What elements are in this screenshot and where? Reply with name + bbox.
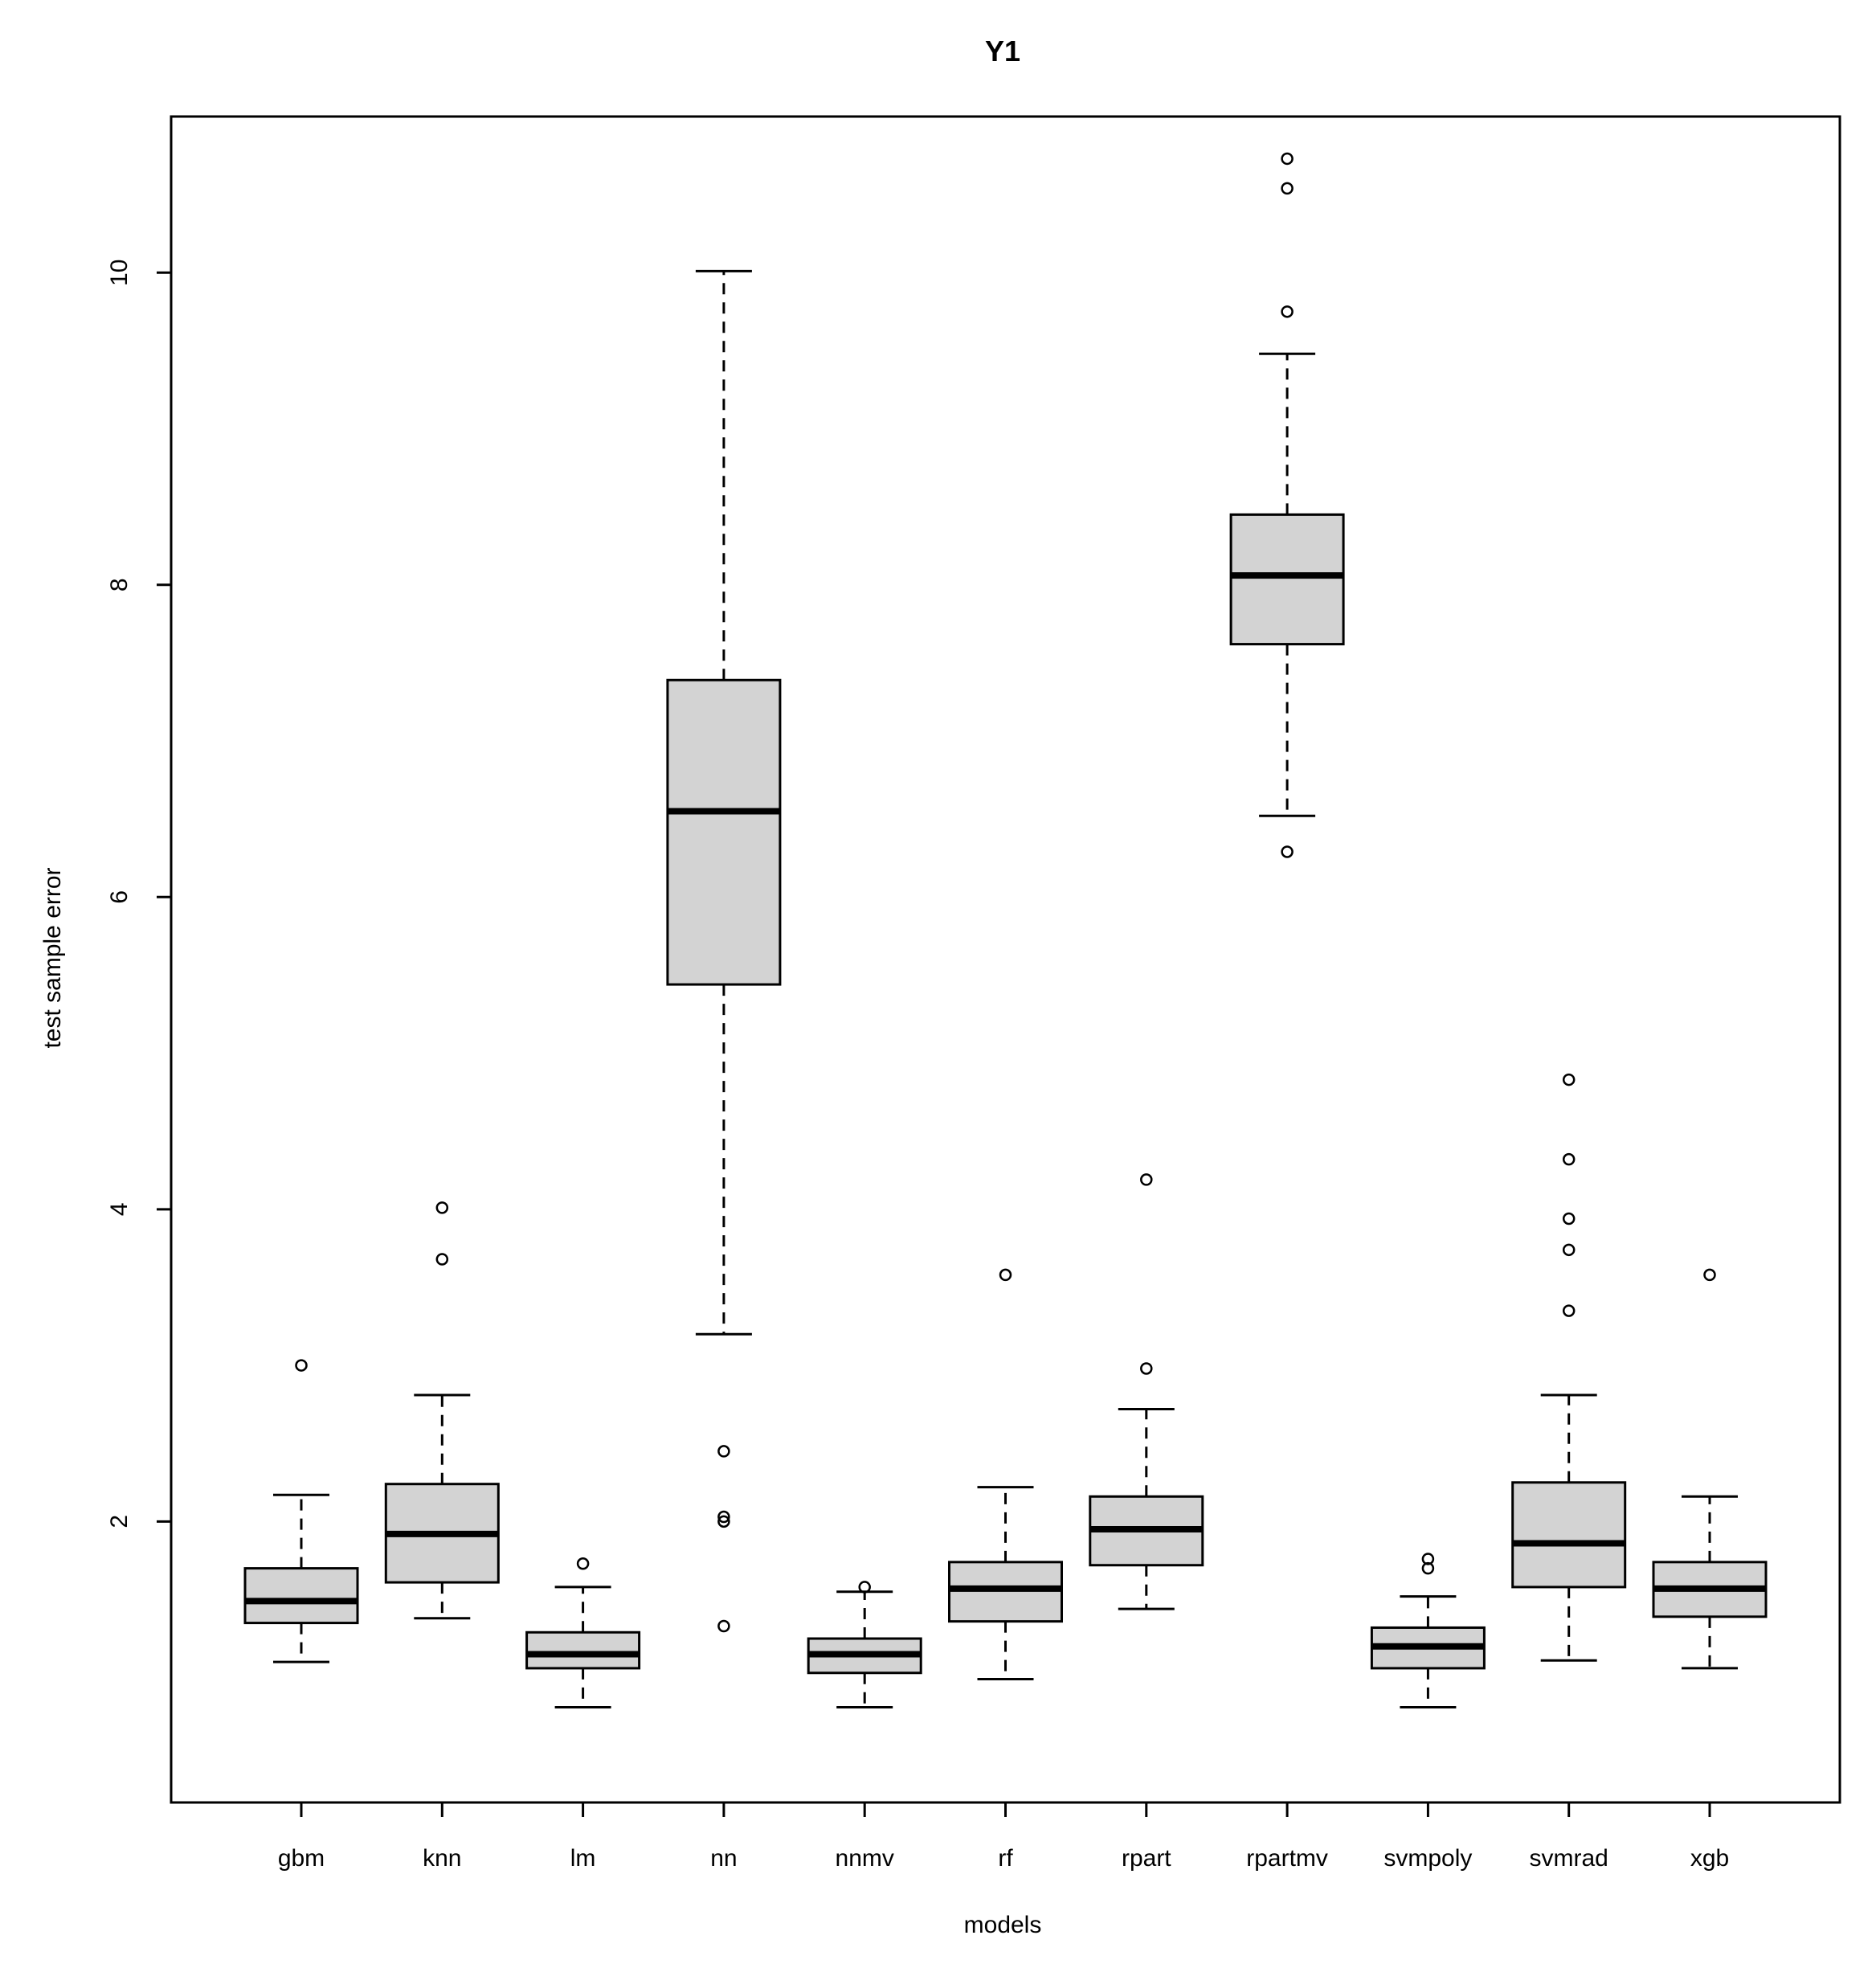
x-axis-label: models [964, 1912, 1042, 1938]
outlier-point [999, 1268, 1012, 1282]
box-iqr [525, 1631, 641, 1670]
box-iqr [243, 1567, 359, 1625]
boxes-layer [243, 152, 1768, 1709]
y-tick-label: 6 [106, 890, 133, 904]
outlier-point [717, 1619, 730, 1633]
outlier-point [1562, 1304, 1576, 1317]
x-tick-label-rf: rf [998, 1845, 1013, 1872]
outlier-point [1421, 1553, 1435, 1565]
y-tick-label: 10 [106, 260, 133, 286]
box-gbm [243, 1359, 359, 1663]
outlier-point [295, 1359, 308, 1372]
y-tick-label: 2 [106, 1515, 133, 1528]
chart-title: Y1 [985, 35, 1020, 68]
outlier-point [1281, 305, 1294, 318]
outlier-point [1562, 1073, 1576, 1086]
x-tick-label-xgb: xgb [1690, 1845, 1729, 1872]
box-nn [666, 269, 782, 1633]
box-svmrad [1511, 1073, 1627, 1662]
box-iqr [1511, 1481, 1627, 1589]
box-rpartmv [1229, 152, 1345, 858]
box-lm [525, 1557, 641, 1709]
x-tick-label-knn: knn [423, 1845, 461, 1872]
outlier-point [1562, 1152, 1576, 1166]
outlier-point [1281, 152, 1294, 166]
outlier-point [1703, 1268, 1716, 1282]
box-iqr [666, 678, 782, 986]
x-tick-label-lm: lm [570, 1845, 596, 1872]
outlier-point [717, 1510, 730, 1524]
outlier-point [1281, 845, 1294, 858]
y-axis: 2 4 6 8 10 [106, 260, 171, 1528]
outlier-point [1562, 1243, 1576, 1257]
box-rpart [1089, 1173, 1204, 1610]
x-tick-label-gbm: gbm [278, 1845, 325, 1872]
x-tick-label-rpart: rpart [1122, 1845, 1171, 1872]
y-tick-label: 4 [106, 1202, 133, 1216]
outlier-point [1140, 1362, 1153, 1375]
outlier-point [1140, 1173, 1153, 1186]
outlier-point [435, 1253, 449, 1266]
box-nnmv [807, 1581, 922, 1709]
outlier-point [717, 1445, 730, 1458]
box-xgb [1652, 1268, 1768, 1670]
x-axis: gbm knn lm nn nnmv rf rpart rpartmv svmpoly svmra… [278, 1802, 1729, 1872]
box-svmpoly [1370, 1553, 1486, 1709]
outlier-point [1281, 182, 1294, 195]
box-knn [384, 1201, 500, 1620]
outlier-point [858, 1581, 871, 1594]
x-tick-label-rpartmv: rpartmv [1246, 1845, 1328, 1872]
x-tick-label-nn: nn [710, 1845, 737, 1872]
y-tick-label: 8 [106, 578, 133, 591]
x-tick-label-svmpoly: svmpoly [1383, 1845, 1472, 1872]
outlier-point [1421, 1561, 1435, 1575]
outlier-point [576, 1557, 590, 1570]
y-axis-label: test sample error [39, 867, 66, 1048]
outlier-point [435, 1201, 449, 1214]
box-rf [948, 1268, 1063, 1681]
box-iqr [1229, 513, 1345, 646]
outlier-point [717, 1515, 730, 1528]
x-tick-label-svmrad: svmrad [1530, 1845, 1608, 1872]
x-tick-label-nnmv: nnmv [836, 1845, 894, 1872]
outlier-point [1562, 1212, 1576, 1225]
